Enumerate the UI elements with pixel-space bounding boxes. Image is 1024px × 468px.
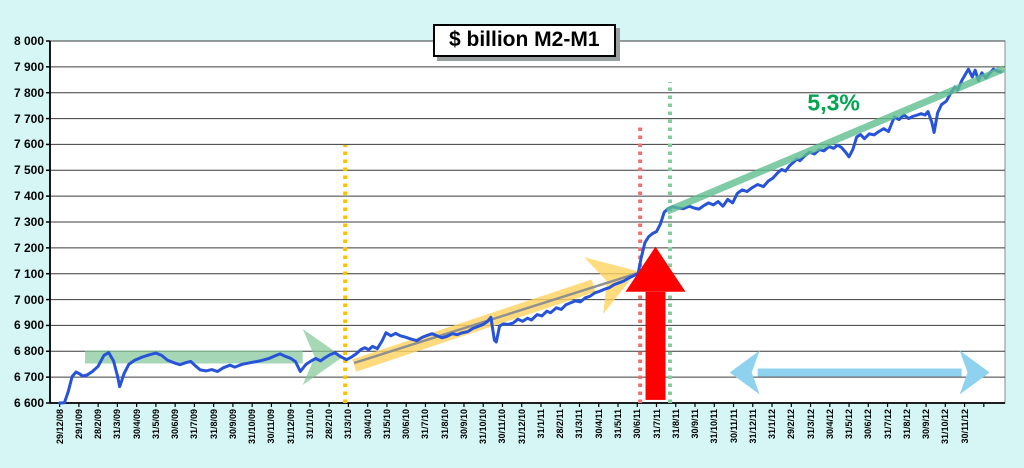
flat-trend-arrow-head xyxy=(302,329,343,385)
x-tick-label: 31/1/10 xyxy=(304,409,315,440)
x-tick-label: 31/12/09 xyxy=(285,409,296,445)
x-tick-label: 31/7/09 xyxy=(189,409,200,440)
x-tick-label: 31/7/12 xyxy=(882,409,893,440)
y-tick-label: 7 200 xyxy=(13,240,44,255)
x-tick-label: 31/8/12 xyxy=(901,409,912,440)
x-tick-label: 31/12/11 xyxy=(747,409,758,444)
x-tick-label: 30/11/09 xyxy=(266,409,277,444)
x-tick-label: 31/8/11 xyxy=(670,409,681,439)
red-up-arrow-head xyxy=(625,246,686,292)
y-tick-label: 7 600 xyxy=(13,137,44,152)
y-tick-label: 7 700 xyxy=(13,111,44,126)
x-tick-label: 31/3/12 xyxy=(805,409,816,440)
x-tick-label: 30/6/09 xyxy=(170,409,181,440)
x-tick-label: 31/5/09 xyxy=(150,409,161,440)
y-tick-label: 7 400 xyxy=(13,189,44,204)
blue-double-arrow-left-head xyxy=(729,350,760,395)
gray-trendline xyxy=(353,271,641,365)
x-tick-label: 31/3/11 xyxy=(574,409,585,439)
x-tick-label: 31/10/09 xyxy=(247,409,258,445)
y-tick-label: 7 800 xyxy=(13,85,44,100)
x-tick-label: 31/7/10 xyxy=(420,409,431,440)
x-tick-label: 29/1/09 xyxy=(73,409,84,440)
x-tick-label: 31/5/10 xyxy=(381,409,392,440)
x-tick-label: 28/2/09 xyxy=(93,409,104,440)
y-tick-label: 6 800 xyxy=(13,344,44,359)
x-tick-label: 30/6/12 xyxy=(863,409,874,440)
x-tick-label: 30/6/10 xyxy=(401,409,412,440)
x-tick-label: 30/4/11 xyxy=(593,409,604,439)
x-tick-label: 31/8/09 xyxy=(208,409,219,440)
x-tick-label: 30/4/10 xyxy=(362,409,373,440)
x-tick-label: 31/5/11 xyxy=(612,409,623,439)
x-tick-label: 31/10/12 xyxy=(940,409,951,445)
x-tick-label: 30/11/11 xyxy=(728,409,739,444)
y-tick-label: 7 000 xyxy=(13,292,44,307)
x-tick-label: 30/9/12 xyxy=(921,409,932,440)
y-tick-label: 8 000 xyxy=(13,34,44,48)
x-tick-label: 31/12/10 xyxy=(516,409,527,445)
x-tick-label: 31/5/12 xyxy=(844,409,855,440)
y-tick-label: 6 700 xyxy=(13,370,44,385)
x-tick-label: 30/11/10 xyxy=(497,409,508,444)
steep-trendline xyxy=(665,65,1006,215)
blue-double-arrow-right-head xyxy=(959,350,990,395)
x-tick-label: 30/9/10 xyxy=(458,409,469,440)
x-tick-label: 31/10/11 xyxy=(709,409,720,444)
x-tick-label: 30/9/09 xyxy=(227,409,238,440)
y-tick-label: 7 900 xyxy=(13,59,44,74)
red-up-arrow-shaft xyxy=(645,291,666,400)
m2-m1-series-line xyxy=(58,67,1003,405)
x-tick-label: 31/10/10 xyxy=(478,409,489,445)
chart-title: $ billion M2-M1 xyxy=(449,28,600,51)
growth-rate-label: 5,3% xyxy=(807,89,860,116)
x-tick-label: 30/4/09 xyxy=(131,409,142,440)
x-tick-label: 30/11/12 xyxy=(959,409,970,444)
x-tick-label: 31/3/09 xyxy=(112,409,123,440)
y-tick-label: 7 300 xyxy=(13,215,44,229)
x-tick-label: 29/2/12 xyxy=(786,409,797,440)
x-tick-label: 31/3/10 xyxy=(343,409,354,440)
y-tick-label: 7 500 xyxy=(13,163,44,178)
x-tick-label: 31/1/11 xyxy=(535,409,546,439)
y-tick-label: 6 900 xyxy=(13,318,44,333)
x-tick-label: 29/12/08 xyxy=(54,409,65,445)
x-tick-label: 28/2/11 xyxy=(555,409,566,439)
x-tick-label: 30/9/11 xyxy=(690,409,700,439)
y-tick-label: 7 100 xyxy=(13,266,44,281)
x-tick-label: 30/4/12 xyxy=(824,409,835,440)
x-tick-label: 30/6/11 xyxy=(632,409,643,439)
x-tick-label: 28/2/10 xyxy=(324,409,335,440)
x-tick-label: 31/8/10 xyxy=(439,409,450,440)
x-tick-label: 31/1/12 xyxy=(767,409,778,440)
chart-title-box: $ billion M2-M1 xyxy=(433,24,616,57)
x-tick-label: 31/7/11 xyxy=(651,409,662,439)
y-tick-label: 6 600 xyxy=(13,396,44,410)
